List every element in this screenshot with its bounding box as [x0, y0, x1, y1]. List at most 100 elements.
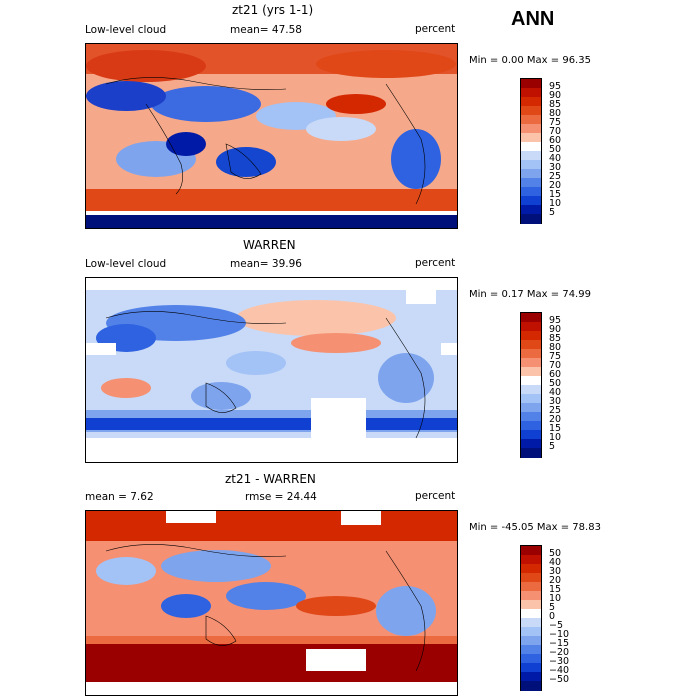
colorbar-level-label: 40	[549, 387, 562, 398]
colorbar-swatch	[521, 331, 541, 341]
colorbar-swatch	[521, 142, 541, 152]
panel-2-colorbar	[520, 312, 542, 458]
colorbar-swatch	[521, 97, 541, 107]
colorbar-level-label: 95	[549, 315, 562, 326]
colorbar-level-label: 0	[549, 611, 556, 622]
panel-2-title: WARREN	[243, 238, 296, 252]
colorbar-swatch	[521, 439, 541, 449]
colorbar-swatch	[521, 681, 541, 691]
colorbar-level-label: 80	[549, 108, 562, 119]
colorbar-level-label: 5	[549, 207, 556, 218]
colorbar-swatch	[521, 79, 541, 89]
panel-3-mean: mean = 7.62	[85, 491, 154, 503]
colorbar-level-label: −15	[549, 638, 570, 649]
panel-1-minmax: Min = 0.00 Max = 96.35	[469, 55, 591, 66]
colorbar-swatch	[521, 214, 541, 224]
panel-3-map-canvas	[86, 511, 457, 695]
colorbar-level-label: 85	[549, 333, 562, 344]
colorbar-level-label: −50	[549, 674, 570, 685]
colorbar-level-label: 15	[549, 189, 562, 200]
colorbar-swatch	[521, 205, 541, 215]
colorbar-level-label: 70	[549, 126, 562, 137]
colorbar-level-label: 25	[549, 405, 562, 416]
colorbar-level-label: 75	[549, 117, 562, 128]
colorbar-swatch	[521, 196, 541, 206]
colorbar-level-label: 30	[549, 162, 562, 173]
colorbar-swatch	[521, 124, 541, 134]
colorbar-swatch	[521, 555, 541, 565]
colorbar-swatch	[521, 564, 541, 574]
panel-1-mean: mean= 47.58	[230, 24, 302, 36]
colorbar-level-label: 25	[549, 171, 562, 182]
colorbar-level-label: −30	[549, 656, 570, 667]
panel-3-title: zt21 - WARREN	[225, 472, 316, 486]
colorbar-swatch	[521, 654, 541, 664]
colorbar-swatch	[521, 430, 541, 440]
colorbar-level-label: 50	[549, 548, 562, 559]
colorbar-swatch	[521, 376, 541, 386]
colorbar-level-label: 15	[549, 423, 562, 434]
panel-3-minmax: Min = -45.05 Max = 78.83	[469, 522, 601, 533]
panel-2-mean: mean= 39.96	[230, 258, 302, 270]
panel-2-field-label: Low-level cloud	[85, 258, 167, 270]
panel-3-colorbar	[520, 545, 542, 691]
colorbar-level-label: 10	[549, 593, 562, 604]
colorbar-swatch	[521, 403, 541, 413]
colorbar-swatch	[521, 385, 541, 395]
colorbar-swatch	[521, 349, 541, 359]
colorbar-level-label: 50	[549, 144, 562, 155]
colorbar-level-label: 40	[549, 153, 562, 164]
colorbar-level-label: 85	[549, 99, 562, 110]
colorbar-level-label: 5	[549, 441, 556, 452]
colorbar-level-label: 20	[549, 575, 562, 586]
colorbar-swatch	[521, 573, 541, 583]
panel-3-units: percent	[415, 490, 456, 502]
colorbar-swatch	[521, 151, 541, 161]
colorbar-level-label: 10	[549, 198, 562, 209]
colorbar-level-label: 95	[549, 81, 562, 92]
colorbar-level-label: 80	[549, 342, 562, 353]
panel-2-minmax: Min = 0.17 Max = 74.99	[469, 289, 591, 300]
colorbar-swatch	[521, 313, 541, 323]
colorbar-level-label: 20	[549, 180, 562, 191]
colorbar-level-label: 90	[549, 90, 562, 101]
colorbar-level-label: 40	[549, 557, 562, 568]
colorbar-swatch	[521, 322, 541, 332]
colorbar-level-label: 60	[549, 135, 562, 146]
panel-1-map	[85, 43, 458, 229]
colorbar-swatch	[521, 600, 541, 610]
colorbar-swatch	[521, 627, 541, 637]
colorbar-level-label: 5	[549, 602, 556, 613]
panel-1-title: zt21 (yrs 1-1)	[232, 3, 314, 17]
colorbar-level-label: 90	[549, 324, 562, 335]
panel-2-map	[85, 277, 458, 463]
colorbar-swatch	[521, 187, 541, 197]
colorbar-swatch	[521, 106, 541, 116]
panel-2-units: percent	[415, 257, 456, 269]
panel-1-colorbar	[520, 78, 542, 224]
colorbar-level-label: 60	[549, 369, 562, 380]
panel-1-map-canvas	[86, 44, 457, 228]
colorbar-level-label: 70	[549, 360, 562, 371]
panel-2-map-canvas	[86, 278, 457, 462]
colorbar-level-label: −40	[549, 665, 570, 676]
colorbar-swatch	[521, 178, 541, 188]
colorbar-level-label: 20	[549, 414, 562, 425]
colorbar-level-label: 30	[549, 566, 562, 577]
colorbar-swatch	[521, 636, 541, 646]
colorbar-swatch	[521, 358, 541, 368]
colorbar-level-label: 50	[549, 378, 562, 389]
panel-3-map	[85, 510, 458, 696]
colorbar-level-label: −5	[549, 620, 564, 631]
colorbar-level-label: 30	[549, 396, 562, 407]
colorbar-swatch	[521, 663, 541, 673]
colorbar-swatch	[521, 88, 541, 98]
season-label: ANN	[511, 8, 555, 30]
panel-3-rmse: rmse = 24.44	[245, 491, 317, 503]
colorbar-swatch	[521, 609, 541, 619]
panel-1-units: percent	[415, 23, 456, 35]
colorbar-level-label: −20	[549, 647, 570, 658]
colorbar-level-label: 75	[549, 351, 562, 362]
colorbar-level-label: −10	[549, 629, 570, 640]
colorbar-swatch	[521, 412, 541, 422]
